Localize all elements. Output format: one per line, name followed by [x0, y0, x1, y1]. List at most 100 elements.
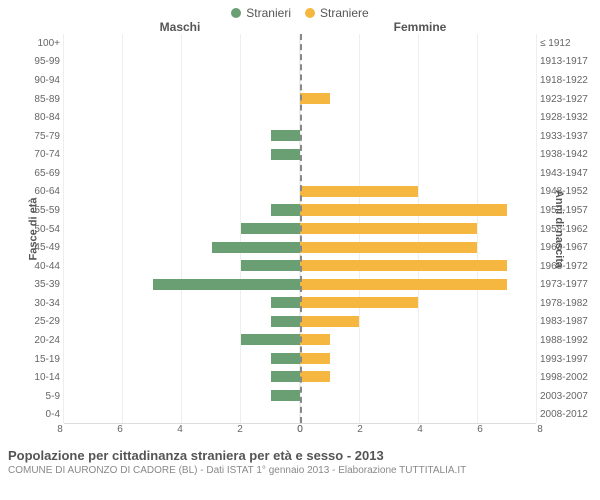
male-bar — [212, 242, 301, 253]
bar-row — [64, 256, 300, 275]
age-label: 20-24 — [34, 331, 60, 350]
bar-row — [300, 312, 536, 331]
bar-row — [300, 405, 536, 424]
male-bar — [271, 353, 301, 364]
age-label: 30-34 — [34, 294, 60, 313]
female-swatch — [305, 8, 315, 18]
female-half — [300, 34, 536, 423]
female-bar — [300, 316, 359, 327]
birthyear-label: 1988-1992 — [540, 331, 588, 350]
bar-row — [300, 53, 536, 72]
bar-row — [64, 349, 300, 368]
yaxis-right-title: Anni di nascita — [553, 190, 565, 268]
male-half — [64, 34, 300, 423]
bar-row — [300, 201, 536, 220]
bar-row — [64, 275, 300, 294]
birthyear-label: 1933-1937 — [540, 127, 588, 146]
age-label: 90-94 — [34, 71, 60, 90]
x-tick: 6 — [117, 424, 123, 435]
bar-row — [300, 71, 536, 90]
bar-row — [300, 331, 536, 350]
age-label: 100+ — [37, 34, 60, 53]
bar-row — [64, 182, 300, 201]
age-label: 80-84 — [34, 108, 60, 127]
chart-subtitle: COMUNE DI AURONZO DI CADORE (BL) - Dati … — [8, 465, 592, 476]
age-label: 65-69 — [34, 164, 60, 183]
bar-row — [300, 386, 536, 405]
birthyear-label: ≤ 1912 — [540, 34, 571, 53]
age-label: 0-4 — [46, 406, 60, 425]
bar-row — [64, 53, 300, 72]
male-bar — [241, 260, 300, 271]
female-bar — [300, 334, 330, 345]
bar-row — [64, 71, 300, 90]
age-label: 15-19 — [34, 350, 60, 369]
age-label: 70-74 — [34, 145, 60, 164]
x-tick: 4 — [417, 424, 423, 435]
chart: Fasce di età Anni di nascita 100+95-9990… — [0, 34, 600, 424]
bar-row — [300, 164, 536, 183]
age-label: 5-9 — [46, 387, 60, 406]
male-bar — [271, 149, 301, 160]
legend-item-female: Straniere — [305, 6, 369, 20]
column-headers: Maschi Femmine — [0, 20, 600, 34]
x-axis: 02468 02468 — [0, 424, 600, 442]
male-bar — [271, 390, 301, 401]
male-bar — [271, 297, 301, 308]
male-bar — [271, 130, 301, 141]
age-label: 95-99 — [34, 53, 60, 72]
bar-row — [64, 312, 300, 331]
bar-row — [64, 145, 300, 164]
legend-label-female: Straniere — [320, 6, 369, 20]
age-label: 75-79 — [34, 127, 60, 146]
female-bar — [300, 242, 477, 253]
male-bar — [241, 334, 300, 345]
footer: Popolazione per cittadinanza straniera p… — [0, 442, 600, 476]
chart-title: Popolazione per cittadinanza straniera p… — [8, 448, 592, 463]
female-bar — [300, 371, 330, 382]
female-bar — [300, 279, 507, 290]
age-label: 85-89 — [34, 90, 60, 109]
birthyear-label: 1913-1917 — [540, 53, 588, 72]
bar-row — [64, 201, 300, 220]
female-bar — [300, 186, 418, 197]
legend-label-male: Stranieri — [246, 6, 291, 20]
bar-row — [300, 145, 536, 164]
bar-row — [64, 219, 300, 238]
male-bar — [153, 279, 301, 290]
age-label: 35-39 — [34, 276, 60, 295]
female-bar — [300, 93, 330, 104]
male-bar — [271, 316, 301, 327]
bar-row — [64, 405, 300, 424]
birthyear-label: 1978-1982 — [540, 294, 588, 313]
bar-row — [300, 108, 536, 127]
header-male: Maschi — [60, 20, 300, 34]
birthyear-label: 1943-1947 — [540, 164, 588, 183]
bar-row — [300, 34, 536, 53]
x-tick: 2 — [357, 424, 363, 435]
birthyear-label: 1983-1987 — [540, 313, 588, 332]
bar-row — [64, 368, 300, 387]
age-label: 10-14 — [34, 368, 60, 387]
bar-row — [300, 293, 536, 312]
legend-item-male: Stranieri — [231, 6, 291, 20]
bar-row — [300, 127, 536, 146]
bar-row — [300, 275, 536, 294]
female-bar — [300, 204, 507, 215]
bar-row — [300, 349, 536, 368]
legend: Stranieri Straniere — [0, 0, 600, 20]
bar-row — [64, 238, 300, 257]
bar-row — [64, 90, 300, 109]
bar-row — [64, 34, 300, 53]
birthyear-label: 1998-2002 — [540, 368, 588, 387]
female-bar — [300, 297, 418, 308]
bar-row — [64, 293, 300, 312]
birthyear-label: 1923-1927 — [540, 90, 588, 109]
birthyear-label: 1973-1977 — [540, 276, 588, 295]
bar-row — [300, 182, 536, 201]
header-female: Femmine — [300, 20, 540, 34]
x-tick: 6 — [477, 424, 483, 435]
birthyear-label: 1928-1932 — [540, 108, 588, 127]
male-bar — [271, 371, 301, 382]
birthyear-label: 1938-1942 — [540, 145, 588, 164]
